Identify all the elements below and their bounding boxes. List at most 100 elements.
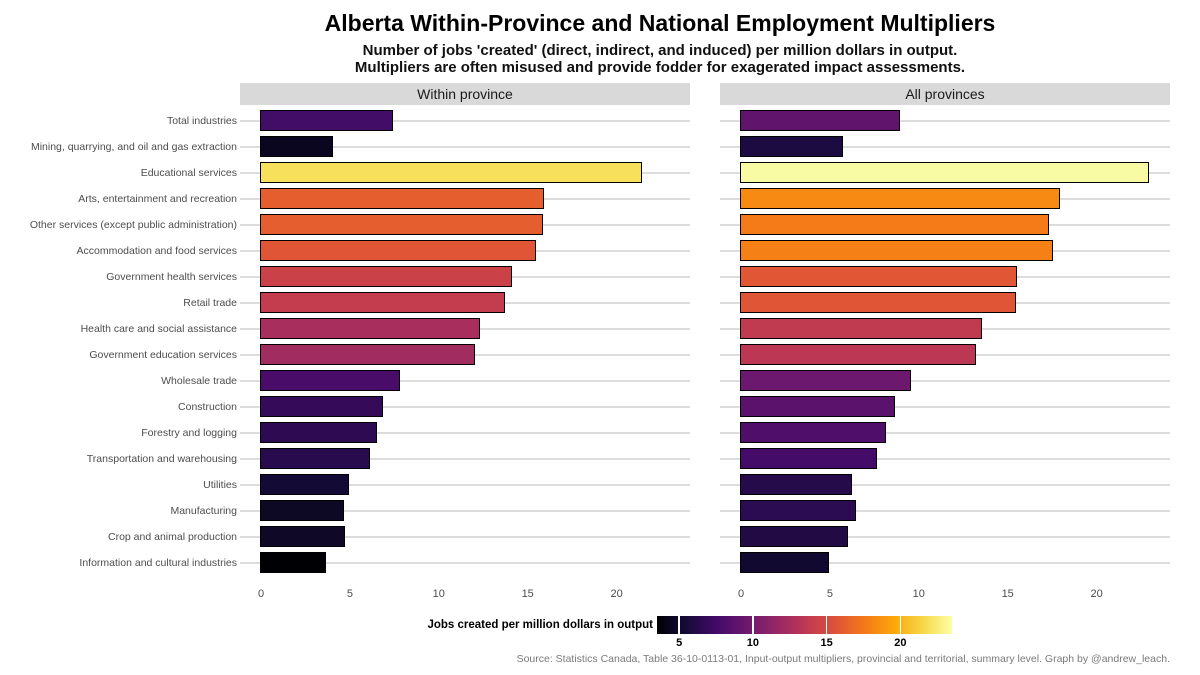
colorbar-tick [899,616,902,634]
y-axis-label: Manufacturing [170,505,237,517]
gridline [240,432,690,434]
y-axis-label: Government education services [89,349,237,361]
x-axis-tick-label: 10 [432,588,445,600]
chart-subtitle-line-1: Number of jobs 'created' (direct, indire… [362,42,958,59]
bar-within-row-13 [260,448,371,469]
chart-title: Alberta Within-Province and National Emp… [324,10,996,36]
bar-all-row-0 [740,110,901,131]
x-axis-tick-label: 0 [737,588,745,600]
x-axis-tick-label: 10 [912,588,925,600]
bar-within-row-15 [260,500,344,521]
facet-strip-all-provinces: All provinces [720,83,1170,105]
bar-all-row-5 [740,240,1053,261]
y-axis-label: Information and cultural industries [79,557,237,569]
gridline [240,406,690,408]
bar-all-row-9 [740,344,977,365]
bar-all-row-1 [740,136,844,157]
bar-all-row-7 [740,292,1016,313]
gridline [720,536,1170,538]
bar-all-row-8 [740,318,982,339]
chart-subtitle: Number of jobs 'created' (direct, indire… [120,42,1200,76]
colorbar-tick [752,616,754,634]
y-axis-label: Wholesale trade [161,375,237,387]
bar-within-row-16 [260,526,346,547]
bar-within-row-1 [260,136,333,157]
bar-all-row-2 [740,162,1149,183]
x-axis-tick-label: 5 [346,588,353,600]
gridline [240,484,690,486]
facet-strip-within-province: Within province [240,83,690,105]
bar-all-row-4 [740,214,1050,235]
bar-all-row-12 [740,422,886,443]
colorbar-tick-label: 15 [820,637,833,649]
y-axis-label: Construction [178,401,237,413]
y-axis-label: Health care and social assistance [80,323,237,335]
gridline [720,562,1170,564]
bar-all-row-14 [740,474,852,495]
x-axis-tick-label: 5 [826,588,833,600]
y-axis-label: Transportation and warehousing [86,453,237,465]
y-axis-label: Mining, quarrying, and oil and gas extra… [30,141,237,153]
gridline [720,120,1170,122]
x-axis-tick-label: 20 [1090,588,1103,600]
bar-within-row-10 [260,370,401,391]
bar-all-row-11 [740,396,895,417]
source-caption: Source: Statistics Canada, Table 36-10-0… [516,653,1170,665]
bar-all-row-17 [740,552,829,573]
bar-all-row-10 [740,370,911,391]
colorbar-tick-label: 20 [894,637,907,649]
bar-within-row-8 [260,318,481,339]
gridline [720,380,1170,382]
bar-within-row-6 [260,266,513,287]
panel-within-province [240,105,690,578]
bar-within-row-11 [260,396,383,417]
bar-within-row-4 [260,214,543,235]
bar-all-row-13 [740,448,877,469]
bar-all-row-3 [740,188,1061,209]
y-axis-label: Educational services [140,167,237,179]
bar-within-row-9 [260,344,476,365]
bar-within-row-0 [260,110,394,131]
legend-colorbar [657,616,952,634]
gridline [240,146,690,148]
y-axis-label: Forestry and logging [141,427,237,439]
y-axis-label: Arts, entertainment and recreation [78,193,237,205]
gridline [720,406,1170,408]
bar-all-row-16 [740,526,849,547]
x-axis-tick-label: 15 [1001,588,1014,600]
bar-within-row-12 [260,422,378,443]
gridline [240,510,690,512]
panel-all-provinces [720,105,1170,578]
x-axis-tick-label: 20 [610,588,623,600]
gridline [240,458,690,460]
y-axis-label: Government health services [106,271,237,283]
gridline [720,432,1170,434]
y-axis-label: Accommodation and food services [76,245,238,257]
gridline [240,120,690,122]
bar-all-row-6 [740,266,1018,287]
bar-within-row-14 [260,474,349,495]
bar-within-row-2 [260,162,643,183]
bar-all-row-15 [740,500,856,521]
legend-title: Jobs created per million dollars in outp… [427,619,653,631]
x-axis-tick-label: 15 [521,588,534,600]
gridline [240,562,690,564]
y-axis-labels: Total industries Mining, quarrying, and o… [0,105,237,578]
chart-subtitle-line-2: Multipliers are often misused and provid… [354,59,966,76]
bar-within-row-3 [260,188,545,209]
gridline [720,484,1170,486]
bar-within-row-7 [260,292,506,313]
colorbar-tick-label: 10 [746,637,759,649]
gridline [240,536,690,538]
gridline [720,458,1170,460]
y-axis-label: Other services (except public administra… [29,219,237,231]
y-axis-label: Utilities [203,479,237,491]
gridline [720,510,1170,512]
gridline [720,146,1170,148]
x-axis-tick-label: 0 [257,588,265,600]
y-axis-label: Retail trade [183,297,237,309]
colorbar-tick [825,616,828,634]
bar-within-row-5 [260,240,536,261]
gridline [240,380,690,382]
